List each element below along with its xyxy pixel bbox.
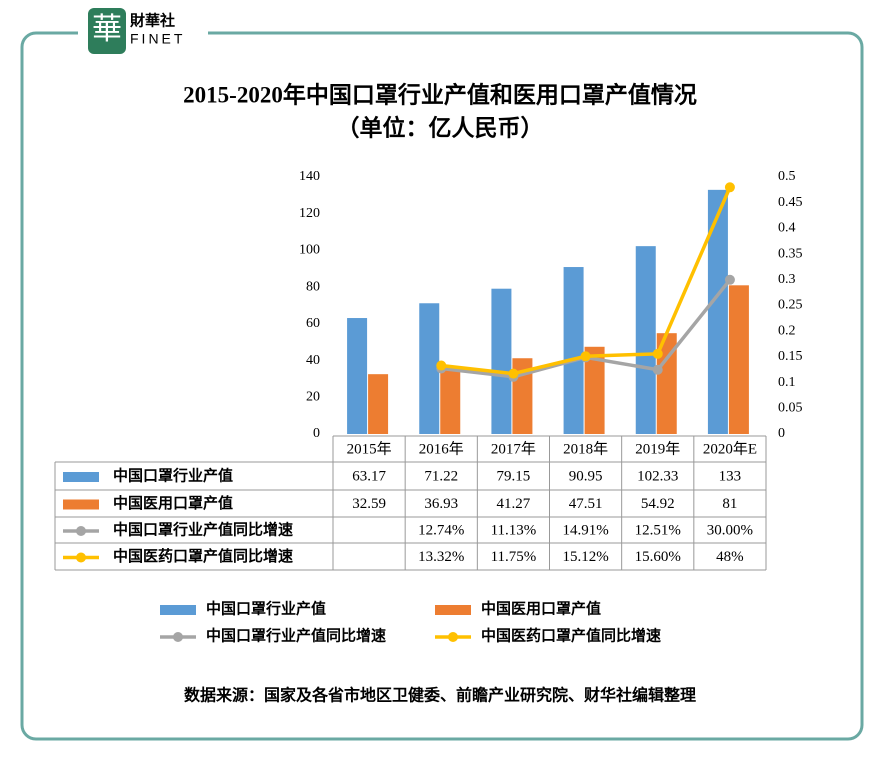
table-cell: 12.51% bbox=[635, 522, 681, 538]
y-tick-label: 40 bbox=[306, 353, 320, 368]
legend-swatch bbox=[173, 632, 183, 642]
y-tick-label: 120 bbox=[299, 206, 320, 221]
table-cell: 32.59 bbox=[352, 496, 386, 512]
y2-tick-label: 0.15 bbox=[778, 349, 803, 364]
bar bbox=[584, 346, 605, 434]
y2-tick-label: 0.35 bbox=[778, 246, 803, 261]
y2-tick-label: 0.45 bbox=[778, 195, 803, 210]
y2-tick-label: 0.4 bbox=[778, 221, 796, 236]
bar bbox=[728, 285, 749, 434]
table-cell: 11.13% bbox=[491, 522, 537, 538]
table-cell: 14.91% bbox=[562, 522, 608, 538]
x-tick-label: 2020年E bbox=[703, 440, 757, 457]
table-cell: 81 bbox=[722, 496, 737, 512]
legend-swatch bbox=[448, 632, 458, 642]
line-point bbox=[508, 368, 519, 379]
legend-swatch bbox=[435, 605, 471, 615]
logo-glyph: 華 bbox=[92, 13, 122, 46]
line-point bbox=[652, 364, 663, 375]
line-point bbox=[652, 348, 663, 359]
bar bbox=[563, 267, 584, 434]
line-point bbox=[724, 182, 735, 193]
y2-tick-label: 0.5 bbox=[778, 169, 796, 184]
row-label: 中国医用口罩产值 bbox=[113, 494, 233, 512]
legend-label: 中国口罩行业产值 bbox=[206, 599, 326, 617]
legend-swatch bbox=[76, 526, 86, 536]
logo-name: 財華社 bbox=[129, 11, 175, 29]
y-tick-label: 20 bbox=[306, 390, 320, 405]
bar bbox=[635, 246, 656, 434]
y2-tick-label: 0 bbox=[778, 426, 785, 441]
table-cell: 63.17 bbox=[352, 468, 386, 484]
x-tick-label: 2017年 bbox=[491, 440, 536, 457]
legend-swatch bbox=[160, 605, 196, 615]
source: 数据来源：国家及各省市地区卫健委、前瞻产业研究院、财华社编辑整理 bbox=[184, 686, 696, 705]
x-tick-label: 2018年 bbox=[563, 440, 608, 457]
table-cell: 102.33 bbox=[637, 468, 678, 484]
table-cell: 36.93 bbox=[424, 496, 458, 512]
table-cell: 71.22 bbox=[424, 468, 458, 484]
legend-swatch bbox=[63, 499, 99, 510]
table-cell: 54.92 bbox=[641, 496, 675, 512]
table-cell: 13.32% bbox=[418, 549, 464, 565]
bar bbox=[419, 303, 440, 434]
table-cell: 30.00% bbox=[707, 522, 753, 538]
x-tick-label: 2019年 bbox=[635, 440, 680, 457]
chart-subtitle: （单位：亿人民币） bbox=[337, 114, 544, 140]
y-tick-label: 100 bbox=[299, 243, 320, 258]
table-cell: 41.27 bbox=[497, 496, 531, 512]
table-cell: 133 bbox=[719, 468, 742, 484]
bar bbox=[440, 366, 461, 434]
y-tick-label: 80 bbox=[306, 279, 320, 294]
x-tick-label: 2016年 bbox=[419, 440, 464, 457]
table-cell: 48% bbox=[716, 549, 744, 565]
legend-label: 中国口罩行业产值同比增速 bbox=[206, 626, 386, 644]
y-tick-label: 0 bbox=[313, 426, 320, 441]
y-tick-label: 60 bbox=[306, 316, 320, 331]
y-tick-label: 140 bbox=[299, 169, 320, 184]
table-cell: 12.74% bbox=[418, 522, 464, 538]
table-cell: 15.12% bbox=[562, 549, 608, 565]
logo-brand: FINET bbox=[130, 31, 185, 47]
legend-label: 中国医用口罩产值 bbox=[481, 599, 601, 617]
bar bbox=[656, 333, 677, 434]
line bbox=[441, 186, 732, 376]
table-cell: 90.95 bbox=[569, 468, 603, 484]
chart-title: 2015-2020年中国口罩行业产值和医用口罩产值情况 bbox=[183, 81, 697, 107]
row-label: 中国医药口罩产值同比增速 bbox=[113, 547, 293, 565]
bar bbox=[347, 318, 368, 434]
y2-tick-label: 0.1 bbox=[778, 375, 796, 390]
legend-label: 中国医药口罩产值同比增速 bbox=[481, 626, 661, 644]
y2-tick-label: 0.05 bbox=[778, 401, 803, 416]
line-point bbox=[436, 360, 447, 371]
y2-tick-label: 0.2 bbox=[778, 323, 796, 338]
bar bbox=[368, 374, 389, 434]
table-cell: 11.75% bbox=[491, 549, 537, 565]
bar bbox=[491, 288, 512, 434]
line-point bbox=[580, 351, 591, 362]
logo-box bbox=[88, 8, 126, 54]
legend-swatch bbox=[76, 552, 86, 563]
x-tick-label: 2015年 bbox=[347, 440, 392, 457]
y2-tick-label: 0.3 bbox=[778, 272, 796, 287]
row-label: 中国口罩行业产值 bbox=[113, 466, 233, 484]
legend-swatch bbox=[63, 472, 99, 482]
frame bbox=[20, 31, 864, 741]
bar bbox=[707, 189, 728, 434]
row-label: 中国口罩行业产值同比增速 bbox=[113, 520, 293, 538]
table-cell: 15.60% bbox=[635, 549, 681, 565]
y2-tick-label: 0.25 bbox=[778, 298, 803, 313]
table-cell: 79.15 bbox=[497, 468, 531, 484]
line-point bbox=[724, 274, 735, 285]
table-cell: 47.51 bbox=[569, 496, 603, 512]
